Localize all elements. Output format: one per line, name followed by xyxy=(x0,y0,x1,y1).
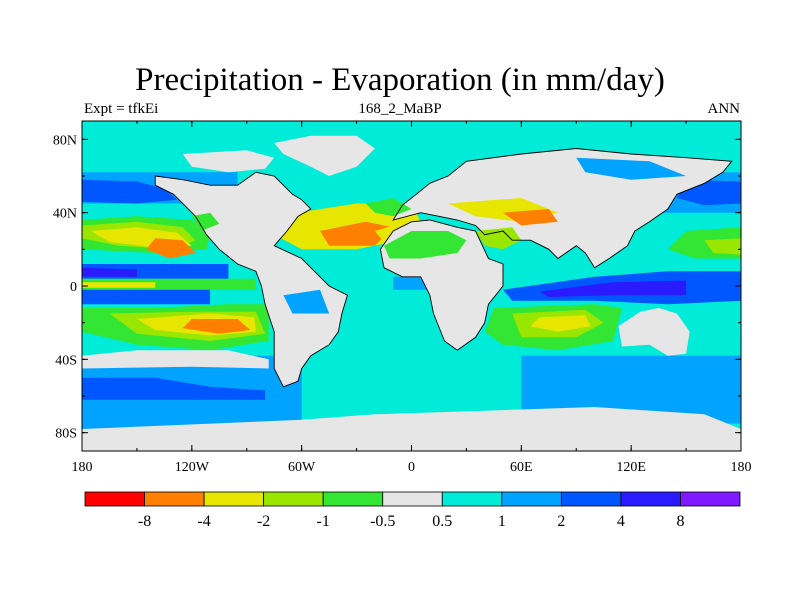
coastline-eurasia xyxy=(392,148,733,269)
land-australia xyxy=(618,308,690,356)
precip-north-pacific-blue xyxy=(82,179,178,204)
colorbar-label: 0.5 xyxy=(432,513,452,530)
colorbar-label: 8 xyxy=(676,513,684,530)
land-arabia-lime xyxy=(475,227,522,250)
land-greenland xyxy=(274,135,375,176)
evap-natl-orange xyxy=(320,221,394,246)
land-amazon-blue xyxy=(283,289,330,314)
lon-tick-label: 60W xyxy=(288,460,316,475)
lon-tick-label: 120W xyxy=(175,460,210,475)
colorbar-label: -1 xyxy=(317,513,330,530)
plot-title: Precipitation - Evaporation (in mm/day) xyxy=(135,62,665,98)
colorbar-box xyxy=(501,491,562,507)
colorbar-box xyxy=(144,491,205,507)
colorbar-box xyxy=(680,491,741,507)
lat-tick-label: 80S xyxy=(55,427,77,442)
evap-sind-yellow xyxy=(530,315,591,332)
land-iberia-green xyxy=(365,198,412,217)
colorbar-label: -2 xyxy=(257,513,270,530)
time-label: 168_2_MaBP xyxy=(358,101,442,117)
land-antarctica xyxy=(82,407,741,451)
precip-spcz-blue xyxy=(82,289,211,305)
evap-equatorial-pacific-yellow xyxy=(82,282,156,288)
season-label: ANN xyxy=(707,101,741,117)
colorbar-label: 1 xyxy=(498,513,506,530)
land-centralasia-orange xyxy=(503,209,558,226)
coastlines xyxy=(154,148,733,388)
land-siberia-blue xyxy=(576,157,687,180)
colorbar-label: -4 xyxy=(197,513,210,530)
lon-tick-label: 0 xyxy=(408,460,415,475)
precip-south-pacific-blue xyxy=(82,377,266,400)
colorbar-label: 4 xyxy=(617,513,625,530)
colorbar-box xyxy=(263,491,324,507)
lat-tick-label: 40N xyxy=(53,207,77,222)
colorbar-box xyxy=(382,491,443,507)
land-arctic-canada xyxy=(182,150,275,173)
colorbar: -8 -4 -2 -1 -0.5 0.5 1 2 4 8 xyxy=(84,491,741,530)
precip-warm-pool-core xyxy=(539,280,687,297)
precip-itcz-pacific-core xyxy=(82,267,137,277)
colorbar-box xyxy=(203,491,265,507)
lat-tick-label: 0 xyxy=(70,280,77,295)
colorbar-box xyxy=(441,491,503,507)
colorbar-label: -0.5 xyxy=(370,513,395,530)
coastline-americas xyxy=(154,171,348,388)
map-field xyxy=(82,121,741,451)
colorbar-box xyxy=(560,491,622,507)
colorbar-label: 2 xyxy=(557,513,565,530)
experiment-label: Expt = tfkEi xyxy=(84,101,159,117)
colorbar-box xyxy=(84,491,145,507)
colorbar-box xyxy=(322,491,384,507)
lon-tick-label: 180 xyxy=(72,460,93,475)
lat-tick-label: 40S xyxy=(55,353,77,368)
colorbar-label: -8 xyxy=(138,513,151,530)
coastline-africa xyxy=(379,219,504,351)
land-sw-usa-green xyxy=(191,212,220,231)
precip-band-south-2 xyxy=(521,355,741,424)
colorbar-box xyxy=(620,491,681,507)
evap-npac-orange xyxy=(146,238,196,259)
evap-spac-orange xyxy=(182,319,251,334)
lon-tick-label: 120E xyxy=(616,460,646,475)
lon-tick-label: 60E xyxy=(510,460,533,475)
lon-tick-label: 180 xyxy=(731,460,752,475)
evap-nwpac-lime xyxy=(704,238,741,255)
neutral-south-pacific xyxy=(82,350,269,369)
land-sahara-green xyxy=(384,231,467,259)
lat-tick-label: 80N xyxy=(53,133,77,148)
